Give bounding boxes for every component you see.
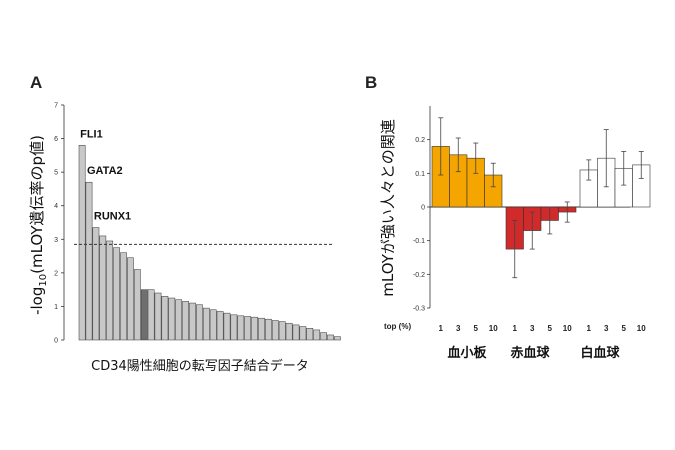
y-tick-label: -0.2 — [413, 272, 425, 279]
y-tick-label: 3 — [54, 237, 58, 244]
x-tick-label: 5 — [622, 324, 627, 333]
bar-annotation: GATA2 — [87, 165, 123, 177]
x-tick-label: 1 — [587, 324, 592, 333]
bar — [85, 181, 93, 341]
bar — [237, 315, 245, 341]
group-label: 血小板 — [447, 345, 487, 361]
x-tick-label: 3 — [530, 324, 535, 333]
bar — [230, 314, 238, 341]
x-tick-label: 10 — [637, 324, 646, 333]
bar — [202, 307, 210, 341]
x-tick-label: 5 — [474, 324, 479, 333]
bar — [244, 316, 252, 341]
bar — [334, 336, 341, 341]
bar — [120, 252, 127, 341]
bar-annotation: FLI1 — [80, 128, 103, 140]
bar — [182, 301, 189, 341]
y-tick-label: 0 — [54, 338, 58, 345]
bar — [154, 292, 162, 341]
y-tick-label: 6 — [54, 136, 58, 143]
bar — [113, 247, 120, 341]
x-tick-label: 3 — [456, 324, 461, 333]
bar — [299, 326, 307, 341]
bar — [285, 322, 293, 341]
bar — [189, 302, 196, 341]
y-tick-label: -0.3 — [413, 306, 425, 313]
bar — [278, 321, 286, 341]
panel-a-chart: 0 1 2 3 4 5 6 7 FLI1 GATA2 RUNX1 -log10(mLOY遺伝率のp… — [28, 103, 341, 374]
bar — [99, 235, 107, 341]
x-tick-label: 3 — [604, 324, 609, 333]
group-label: 白血球 — [580, 345, 620, 361]
bar — [327, 334, 334, 341]
bar — [92, 227, 100, 341]
y-tick-label: 0.2 — [415, 137, 425, 144]
y-tick-label: 5 — [54, 170, 58, 177]
bar — [313, 329, 321, 341]
bar — [251, 316, 258, 341]
panel-b-chart: -0.3 -0.2 -0.1 0 0.1 0.2 1 3 5 10 1 3 5 10 1 3 5 10 top … — [379, 106, 651, 361]
bar — [127, 257, 134, 341]
bar — [78, 145, 86, 341]
y-tick-label: 1 — [54, 304, 58, 311]
bar — [271, 320, 279, 341]
bar — [168, 297, 176, 341]
bar-annotation: RUNX1 — [94, 211, 131, 223]
y-tick-label: 2 — [54, 270, 58, 277]
x-tick-label: 10 — [563, 324, 572, 333]
bar — [320, 332, 327, 341]
bar — [223, 312, 231, 341]
bar — [196, 304, 203, 341]
panel-a-x-axis-label: CD34陽性細胞の転写因子結合データ — [91, 358, 309, 374]
bar — [258, 317, 265, 341]
bar — [209, 309, 217, 341]
y-tick-label: 0 — [421, 205, 425, 212]
group-label: 赤血球 — [510, 345, 550, 361]
bar — [133, 269, 141, 341]
bar — [175, 299, 183, 341]
panel-b-y-axis-label: mLOYが強い人々との関連 — [379, 119, 397, 296]
x-tick-label: 1 — [439, 324, 444, 333]
bar — [216, 311, 224, 341]
y-tick-label: -0.1 — [413, 238, 425, 245]
bar — [306, 328, 314, 341]
x-tick-label: 10 — [489, 324, 498, 333]
bar — [106, 240, 114, 341]
y-tick-label: 7 — [54, 103, 58, 110]
x-tick-label: 5 — [548, 324, 553, 333]
bar — [161, 296, 169, 341]
top-percent-label: top (%) — [384, 322, 411, 331]
y-tick-label: 0.1 — [415, 171, 425, 178]
y-tick-label: 4 — [54, 203, 58, 210]
panel-a-y-axis-label: -log10(mLOY遺伝率のp値) — [28, 135, 49, 315]
panel-a-label: A — [30, 73, 42, 92]
x-tick-label: 1 — [513, 324, 518, 333]
bar — [265, 318, 272, 341]
bar — [140, 289, 148, 341]
bar — [292, 324, 300, 341]
bar — [147, 289, 155, 341]
panel-b-label: B — [365, 73, 377, 92]
